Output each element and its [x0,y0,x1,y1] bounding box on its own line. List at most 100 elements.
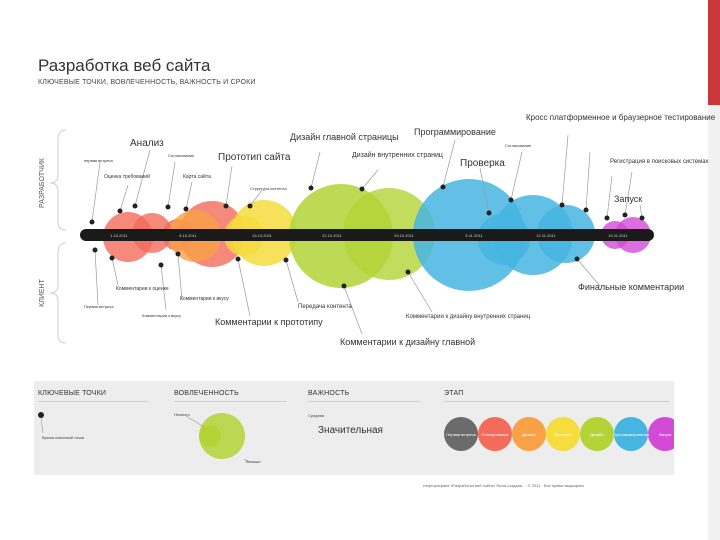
legend-panel: КЛЮЧЕВЫЕ ТОЧКИ ВОВЛЕЧЕННОСТЬ ВАЖНОСТЬ ЭТ… [34,381,674,475]
key-point [175,251,181,257]
legend-key-points-heading: КЛЮЧЕВЫЕ ТОЧКИ [38,390,107,397]
stage-circle [478,417,512,451]
timeline-bar [80,229,654,241]
legend-divider [308,401,420,402]
key-point [109,255,115,261]
accent-edge [708,0,720,105]
key-point [359,186,365,192]
key-point [583,207,589,213]
key-point [247,203,253,209]
legend-key-point-dot [38,412,44,418]
legend-involvement-low: Немного [174,412,190,417]
legend-involvement-large [199,413,245,459]
key-point [165,204,171,210]
stage-label: Первая встреча [446,432,476,437]
legend-stage-heading: ЭТАП [444,390,464,397]
label-dev-point-1: первая встреча [84,158,114,163]
key-point [117,208,123,214]
client-labels: Финальные комментарии Комментарии к прот… [84,282,684,347]
date-8: 19.11.2011 [608,233,628,238]
date-2: 8.10.2011 [179,233,197,238]
date-1: 1.10.2011 [110,233,128,238]
stage-circle [614,417,648,451]
legend-involvement-heading: ВОВЛЕЧЕННОСТЬ [174,390,239,397]
legend-stage-labels: Первая встреча Планирование Дизайн Прото… [446,432,671,437]
stage-label: Прототип [554,432,571,437]
legend-importance-low: Средняя [308,413,325,418]
label-client-comments: Комментарии к вкусу [180,296,229,302]
stage-circle [648,417,674,451]
process-diagram: РАЗРАБОТЧИК КЛИЕНТ 1.10.2011 8.10.2011 1… [39,113,716,347]
label-home-design: Дизайн главной страницы [290,132,399,142]
label-final-comments: Финальные комментарии [578,282,684,292]
client-bracket [49,242,67,344]
label-estimate: Оценка требований [104,173,150,180]
stage-circle [546,417,580,451]
label-structure: Структура контента [250,186,287,191]
stage-label: Планирование [481,432,509,437]
stage-label: Дизайн [590,432,603,437]
label-programming: Программирование [414,127,496,137]
key-point [92,247,98,253]
label-content-transfer: Передача контента [298,304,352,310]
date-5: 29.10.2011 [394,233,414,238]
date-4: 22.10.2011 [322,233,342,238]
developer-row-label: РАЗРАБОТЧИК [39,157,46,208]
legend-divider [174,401,286,402]
page-title: Разработка веб сайта [38,56,211,75]
date-7: 12.11.2011 [536,233,556,238]
label-comments-prototype: Комментарии к прототипу [215,317,323,327]
footer-credit: Инфографика «Разработка веб сайта» была … [423,483,585,488]
label-comments-home: Комментарии к дизайну главной [340,337,475,347]
developer-labels: Анализ Прототип сайта Дизайн главной стр… [84,113,716,204]
key-point [508,197,514,203]
legend-graphics: Первая встреча Планирование Дизайн Прото… [38,412,674,463]
leader-lines [91,134,643,335]
key-point [440,184,446,190]
date-3: 15.10.2011 [252,233,272,238]
key-point [574,256,580,262]
key-point [486,210,492,216]
legend-stage-circles [444,417,674,451]
key-point [223,203,229,209]
legend-importance-heading: ВАЖНОСТЬ [308,390,350,397]
label-analysis: Анализ [130,138,164,149]
label-dev-point-2: Согласование [168,153,195,158]
stage-label: Программирование [613,432,650,437]
key-point [604,215,610,221]
key-point [132,203,138,209]
edge-strip [708,105,720,540]
key-point [183,206,189,212]
legend-importance-high: Значительная [318,425,383,436]
stage-label: Дизайн [522,432,535,437]
developer-bracket [49,129,67,231]
label-comments-inner: Комментарии к дизайну внутренних страниц [406,313,531,320]
stage-circle [444,417,478,451]
label-site-map: Карта сайта [183,173,211,180]
label-check: Проверка [460,158,505,169]
key-point [341,283,347,289]
key-point [559,202,565,208]
legend-key-point-caption: Время ключевой точки [42,435,85,440]
key-point-dots [89,184,645,289]
key-point [89,219,95,225]
page-subtitle: КЛЮЧЕВЫЕ ТОЧКИ, ВОВЛЕЧЕННОСТЬ, ВАЖНОСТЬ … [38,79,256,86]
stage-label: Запуск [659,432,672,437]
label-cross-test: Кросс платформенное и браузерное тестиро… [526,113,716,122]
key-point [405,269,411,275]
legend-divider [38,401,148,402]
label-client-b: Первая встреча [84,304,114,309]
label-client-c: Комментарии к вкусу [142,313,181,318]
key-point [639,215,645,221]
label-client-a: Комментарии к оценке [116,286,169,292]
key-point [308,185,314,191]
stage-circle [580,417,614,451]
label-dev-point-3: Согласование [505,143,532,148]
stage-circle [512,417,546,451]
label-inner-design: Дизайн внутренних страниц [352,151,443,159]
legend-involvement-high: Больше [246,459,261,464]
key-point [283,257,289,263]
key-point [622,212,628,218]
label-prototype: Прототип сайта [218,152,291,163]
label-launch: Запуск [614,194,642,204]
